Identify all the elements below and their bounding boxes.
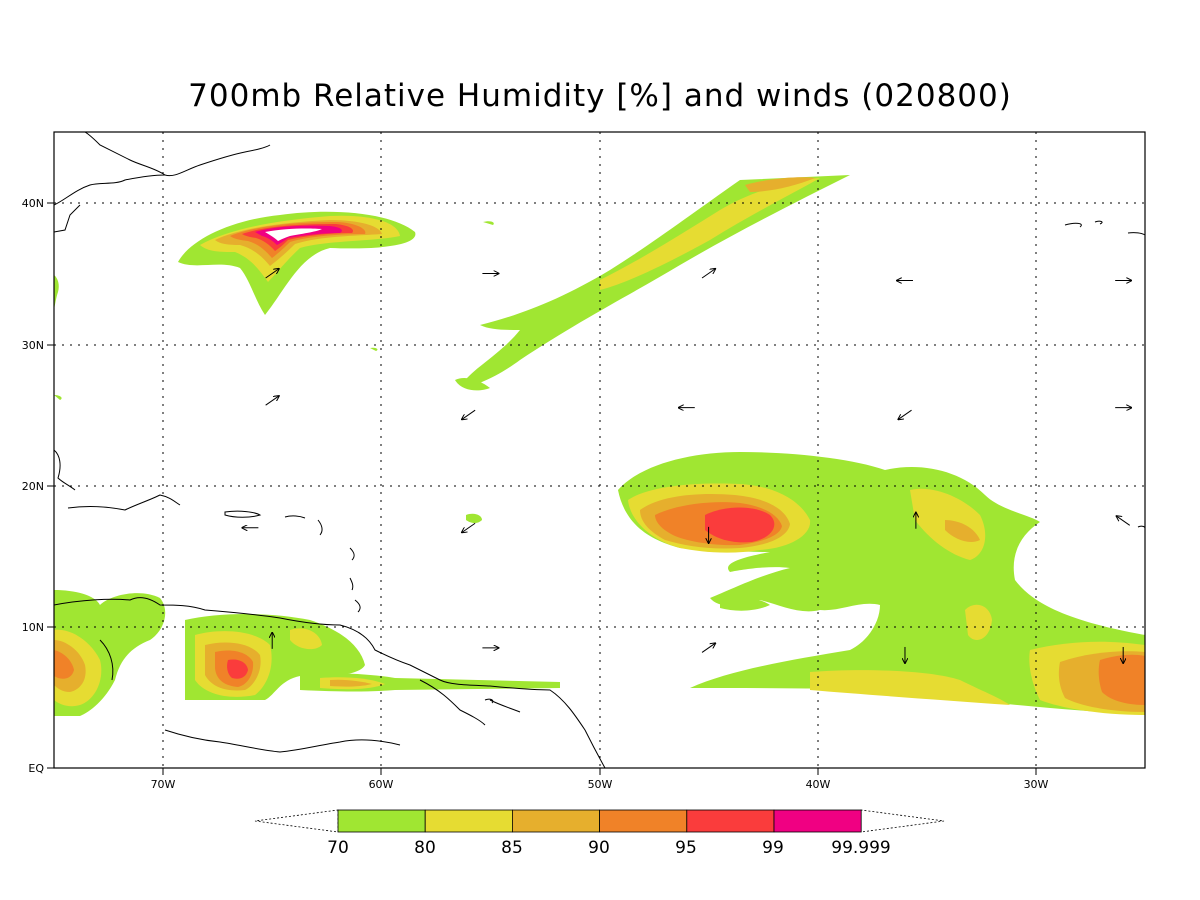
colorbar-label-95: 95 xyxy=(675,838,697,858)
humidity-region-central xyxy=(618,452,1145,715)
humidity-band-diagonal xyxy=(455,175,850,391)
map-title: 700mb Relative Humidity [%] and winds (0… xyxy=(188,78,1012,114)
wind-arrow xyxy=(265,269,279,279)
wind-arrow xyxy=(462,409,476,419)
wind-arrow xyxy=(701,269,715,279)
colorbar-swatch xyxy=(337,809,426,833)
lon-label-60w: 60W xyxy=(369,778,394,791)
humidity-region-south xyxy=(54,590,560,716)
lon-label-50w: 50W xyxy=(588,778,613,791)
colorbar-swatch xyxy=(599,809,688,833)
colorbar-label-70: 70 xyxy=(327,838,349,858)
colorbar-label-80: 80 xyxy=(414,838,436,858)
colorbar-label-90: 90 xyxy=(588,838,610,858)
colorbar-swatch xyxy=(773,809,862,833)
colorbar-swatch xyxy=(512,809,601,833)
colorbar-label-99999: 99.999 xyxy=(831,838,890,858)
axis-ticks xyxy=(47,202,1037,775)
lat-label-10n: 10N xyxy=(22,621,44,634)
wind-arrow xyxy=(265,396,279,406)
humidity-field xyxy=(54,132,1145,768)
colorbar-label-99: 99 xyxy=(762,838,784,858)
graticule xyxy=(54,132,1145,768)
lat-label-30n: 30N xyxy=(22,339,44,352)
lon-label-70w: 70W xyxy=(151,778,176,791)
wind-vectors xyxy=(242,269,1131,663)
wind-arrow xyxy=(701,643,715,653)
colorbar: 70 80 85 90 95 99 99.999 xyxy=(254,809,945,858)
colorbar-right-extension xyxy=(860,809,945,833)
lat-label-20n: 20N xyxy=(22,480,44,493)
lat-label-eq: EQ xyxy=(28,762,44,775)
lat-label-40n: 40N xyxy=(22,197,44,210)
wind-arrow xyxy=(898,409,912,419)
humidity-small-patches xyxy=(54,221,770,611)
lon-label-40w: 40W xyxy=(806,778,831,791)
colorbar-label-85: 85 xyxy=(501,838,523,858)
wind-arrow xyxy=(462,522,476,532)
colorbar-swatch xyxy=(686,809,775,833)
colorbar-left-extension xyxy=(254,809,339,833)
wind-arrow xyxy=(1117,516,1131,526)
colorbar-swatch xyxy=(424,809,513,833)
lon-label-30w: 30W xyxy=(1024,778,1049,791)
humidity-region-northwest xyxy=(178,211,416,315)
